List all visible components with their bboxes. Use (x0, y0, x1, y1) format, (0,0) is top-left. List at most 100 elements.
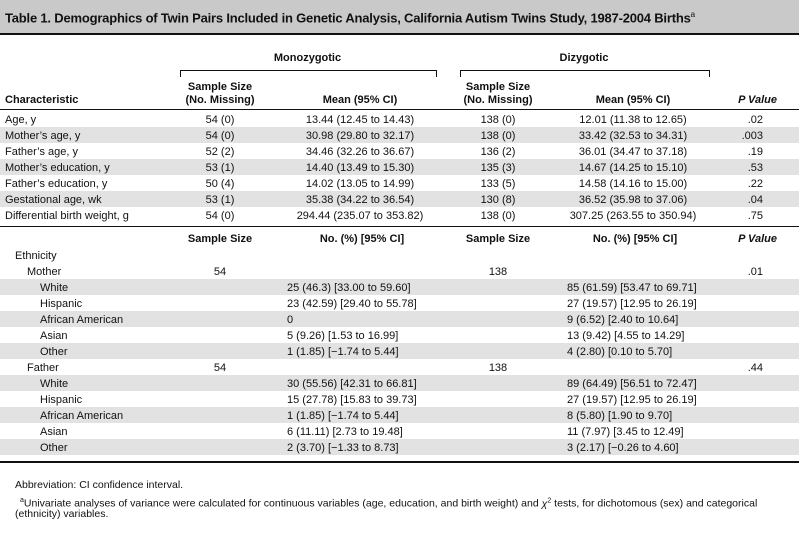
header2-p-value: P Value (738, 233, 777, 245)
dz-mean-ci: 307.25 (263.55 to 350.94) (569, 210, 697, 222)
p-value: .75 (747, 210, 763, 222)
header-rule (0, 109, 799, 110)
header-dz-missing: (No. Missing) (463, 94, 533, 106)
row-band (0, 191, 799, 207)
mz-mean-ci: 30.98 (29.80 to 32.17) (305, 130, 415, 142)
group-header-monozygotic: Monozygotic (273, 52, 342, 64)
table-title-text: Table 1. Demographics of Twin Pairs Incl… (5, 10, 691, 26)
footnote-a-text-2: tests, for dichotomous (sex) and categor… (551, 497, 758, 510)
dz-count-pct-ci: 27 (19.57) [12.95 to 26.19] (567, 298, 697, 310)
header-mz-sample-size: Sample Size (187, 81, 253, 93)
dz-mean-ci: 14.67 (14.25 to 15.10) (578, 162, 688, 174)
row-label: Gestational age, wk (5, 194, 102, 206)
mz-count-pct-ci: 25 (46.3) [33.00 to 59.60] (287, 282, 411, 294)
mz-mean-ci: 14.40 (13.49 to 15.30) (305, 162, 415, 174)
mz-mean-ci: 14.02 (13.05 to 14.99) (305, 178, 415, 190)
dz-sample-size: 138 (488, 266, 508, 278)
row-band (0, 343, 799, 359)
dz-mean-ci: 36.52 (35.98 to 37.06) (578, 194, 688, 206)
row-label: Mother’s age, y (5, 130, 81, 142)
footnote-chi-square: χ2 (541, 497, 552, 510)
dz-count-pct-ci: 4 (2.80) [0.10 to 5.70] (567, 346, 673, 358)
dz-sample-size: 138 (0) (480, 130, 516, 142)
header-dz-mean: Mean (95% CI) (595, 94, 671, 106)
row-band (0, 311, 799, 327)
header-mz-mean: Mean (95% CI) (322, 94, 398, 106)
dz-sample-size: 138 (488, 362, 508, 374)
header2-mz-sample-size: Sample Size (187, 233, 253, 245)
ethnicity-row-label: White (40, 378, 69, 390)
title-footnote-marker: a (690, 10, 695, 19)
mz-sample-size: 50 (4) (205, 178, 235, 190)
row-band (0, 127, 799, 143)
footnote-a-text-1: Univariate analyses of variance were cal… (23, 497, 542, 510)
footnote-a-marker: a (20, 497, 24, 504)
p-value: .22 (747, 178, 763, 190)
ethnicity-row-label: African American (40, 314, 124, 326)
mz-mean-ci: 35.38 (34.22 to 36.54) (305, 194, 415, 206)
header-characteristic: Characteristic (5, 94, 79, 106)
dz-sample-size: 138 (0) (480, 210, 516, 222)
dz-count-pct-ci: 11 (7.97) [3.45 to 12.49] (567, 426, 684, 438)
footnote-abbreviation: Abbreviation: CI confidence interval. (15, 479, 184, 491)
dz-sample-size: 133 (5) (480, 178, 516, 190)
dz-count-pct-ci: 3 (2.17) [−0.26 to 4.60] (567, 442, 679, 454)
mz-mean-ci: 294.44 (235.07 to 353.82) (296, 210, 424, 222)
dz-count-pct-ci: 9 (6.52) [2.40 to 10.64] (567, 314, 679, 326)
chi-symbol: χ (541, 497, 548, 510)
row-label: Father’s age, y (5, 146, 78, 158)
mz-count-pct-ci: 15 (27.78) [15.83 to 39.73] (287, 394, 417, 406)
mz-count-pct-ci: 2 (3.70) [−1.33 to 8.73] (287, 442, 399, 454)
dz-sample-size: 135 (3) (480, 162, 516, 174)
group-label-mother: Mother (27, 266, 62, 278)
dz-count-pct-ci: 13 (9.42) [4.55 to 14.29] (567, 330, 685, 342)
ethnicity-row-label: Other (40, 442, 68, 454)
ethnicity-row-label: White (40, 282, 69, 294)
p-value: .003 (741, 130, 763, 142)
row-band (0, 439, 799, 455)
ethnicity-row-label: Asian (40, 330, 68, 342)
dz-mean-ci: 14.58 (14.16 to 15.00) (578, 178, 688, 190)
row-band (0, 279, 799, 295)
row-label: Differential birth weight, g (5, 210, 129, 222)
row-band (0, 375, 799, 391)
mz-sample-size: 53 (1) (205, 194, 235, 206)
ethnicity-row-label: Hispanic (40, 394, 83, 406)
header-dz-sample-size: Sample Size (465, 81, 531, 93)
header-mz-missing: (No. Missing) (185, 94, 255, 106)
section-rule (0, 226, 799, 227)
mz-mean-ci: 34.46 (32.26 to 36.67) (305, 146, 415, 158)
dz-mean-ci: 36.01 (34.47 to 37.18) (578, 146, 688, 158)
mz-sample-size: 54 (0) (205, 114, 235, 126)
header2-dz-no-pct: No. (%) [95% CI] (592, 233, 678, 245)
row-band (0, 159, 799, 175)
group-label-father: Father (27, 362, 59, 374)
chi-superscript: 2 (547, 497, 552, 504)
ethnicity-row-label: Other (40, 346, 68, 358)
bottom-rule (0, 461, 799, 463)
title-bar (0, 0, 799, 35)
p-value: .53 (747, 162, 763, 174)
dz-count-pct-ci: 8 (5.80) [1.90 to 9.70] (567, 410, 673, 422)
mz-count-pct-ci: 1 (1.85) [−1.74 to 5.44] (287, 410, 399, 422)
p-value: .04 (747, 194, 763, 206)
p-value: .19 (747, 146, 763, 158)
dz-sample-size: 136 (2) (480, 146, 516, 158)
group-header-dizygotic: Dizygotic (559, 52, 609, 64)
p-value: .01 (747, 266, 763, 278)
row-label: Father’s education, y (5, 178, 108, 190)
row-label: Age, y (5, 114, 37, 126)
dz-mean-ci: 33.42 (32.53 to 34.31) (578, 130, 688, 142)
dz-sample-size: 138 (0) (480, 114, 516, 126)
dz-count-pct-ci: 27 (19.57) [12.95 to 26.19] (567, 394, 697, 406)
dz-count-pct-ci: 85 (61.59) [53.47 to 69.71] (567, 282, 697, 294)
dz-mean-ci: 12.01 (11.38 to 12.65) (579, 114, 687, 126)
footnote-a: aUnivariate analyses of variance were ca… (20, 494, 799, 511)
header2-mz-no-pct: No. (%) [95% CI] (319, 233, 405, 245)
mz-sample-size: 54 (213, 266, 227, 278)
mz-sample-size: 54 (0) (205, 210, 235, 222)
mz-count-pct-ci: 0 (287, 314, 294, 326)
mz-count-pct-ci: 6 (11.11) [2.73 to 19.48] (287, 426, 403, 438)
ethnicity-row-label: Hispanic (40, 298, 83, 310)
mz-mean-ci: 13.44 (12.45 to 14.43) (305, 114, 415, 126)
